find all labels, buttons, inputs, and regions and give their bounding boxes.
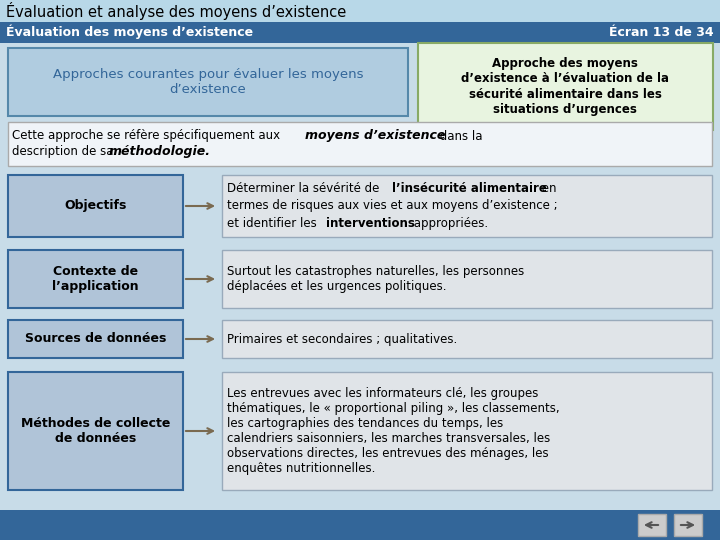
Text: Évaluation des moyens d’existence: Évaluation des moyens d’existence [6, 25, 253, 39]
Text: Déterminer la sévérité de: Déterminer la sévérité de [227, 182, 383, 195]
Text: moyens d’existence: moyens d’existence [305, 130, 446, 143]
Text: en: en [538, 182, 557, 195]
Text: appropriées.: appropriées. [410, 217, 488, 230]
Text: l’insécurité alimentaire: l’insécurité alimentaire [392, 182, 547, 195]
Text: Contexte de
l’application: Contexte de l’application [52, 265, 139, 293]
Bar [8, 250, 183, 308]
Bar [0, 510, 720, 540]
Bar [0, 22, 720, 43]
Text: Méthodes de collecte
de données: Méthodes de collecte de données [21, 417, 170, 445]
Text: Les entrevues avec les informateurs clé, les groupes
thématiques, le « proportio: Les entrevues avec les informateurs clé,… [227, 387, 559, 475]
Text: interventions: interventions [326, 217, 415, 230]
Bar [8, 320, 183, 358]
Bar [674, 514, 702, 536]
Bar [8, 122, 712, 166]
Text: dans la: dans la [436, 130, 482, 143]
Text: Approche des moyens
d’existence à l’évaluation de la
sécurité alimentaire dans l: Approche des moyens d’existence à l’éval… [461, 57, 669, 116]
Text: Cette approche se réfère spécifiquement aux: Cette approche se réfère spécifiquement … [12, 130, 284, 143]
Bar [638, 514, 666, 536]
Bar [0, 43, 720, 510]
Bar [222, 175, 712, 237]
Text: Sources de données: Sources de données [24, 333, 166, 346]
Text: description de sa: description de sa [12, 145, 117, 159]
Text: Écran 13 de 34: Écran 13 de 34 [609, 25, 714, 38]
Bar [8, 48, 408, 116]
Bar [222, 250, 712, 308]
Text: Primaires et secondaires ; qualitatives.: Primaires et secondaires ; qualitatives. [227, 333, 457, 346]
Bar [8, 372, 183, 490]
Text: et identifier les: et identifier les [227, 217, 320, 230]
Bar [222, 320, 712, 358]
Bar [0, 0, 720, 22]
Text: Évaluation et analyse des moyens d’existence: Évaluation et analyse des moyens d’exist… [6, 2, 346, 20]
Text: Objectifs: Objectifs [64, 199, 127, 213]
Text: termes de risques aux vies et aux moyens d’existence ;: termes de risques aux vies et aux moyens… [227, 199, 557, 213]
Bar [418, 43, 713, 130]
Text: Approches courantes pour évaluer les moyens
d’existence: Approches courantes pour évaluer les moy… [53, 68, 364, 96]
Text: méthodologie.: méthodologie. [109, 145, 211, 159]
Bar [8, 175, 183, 237]
Bar [222, 372, 712, 490]
Text: Surtout les catastrophes naturelles, les personnes
déplacées et les urgences pol: Surtout les catastrophes naturelles, les… [227, 265, 524, 293]
